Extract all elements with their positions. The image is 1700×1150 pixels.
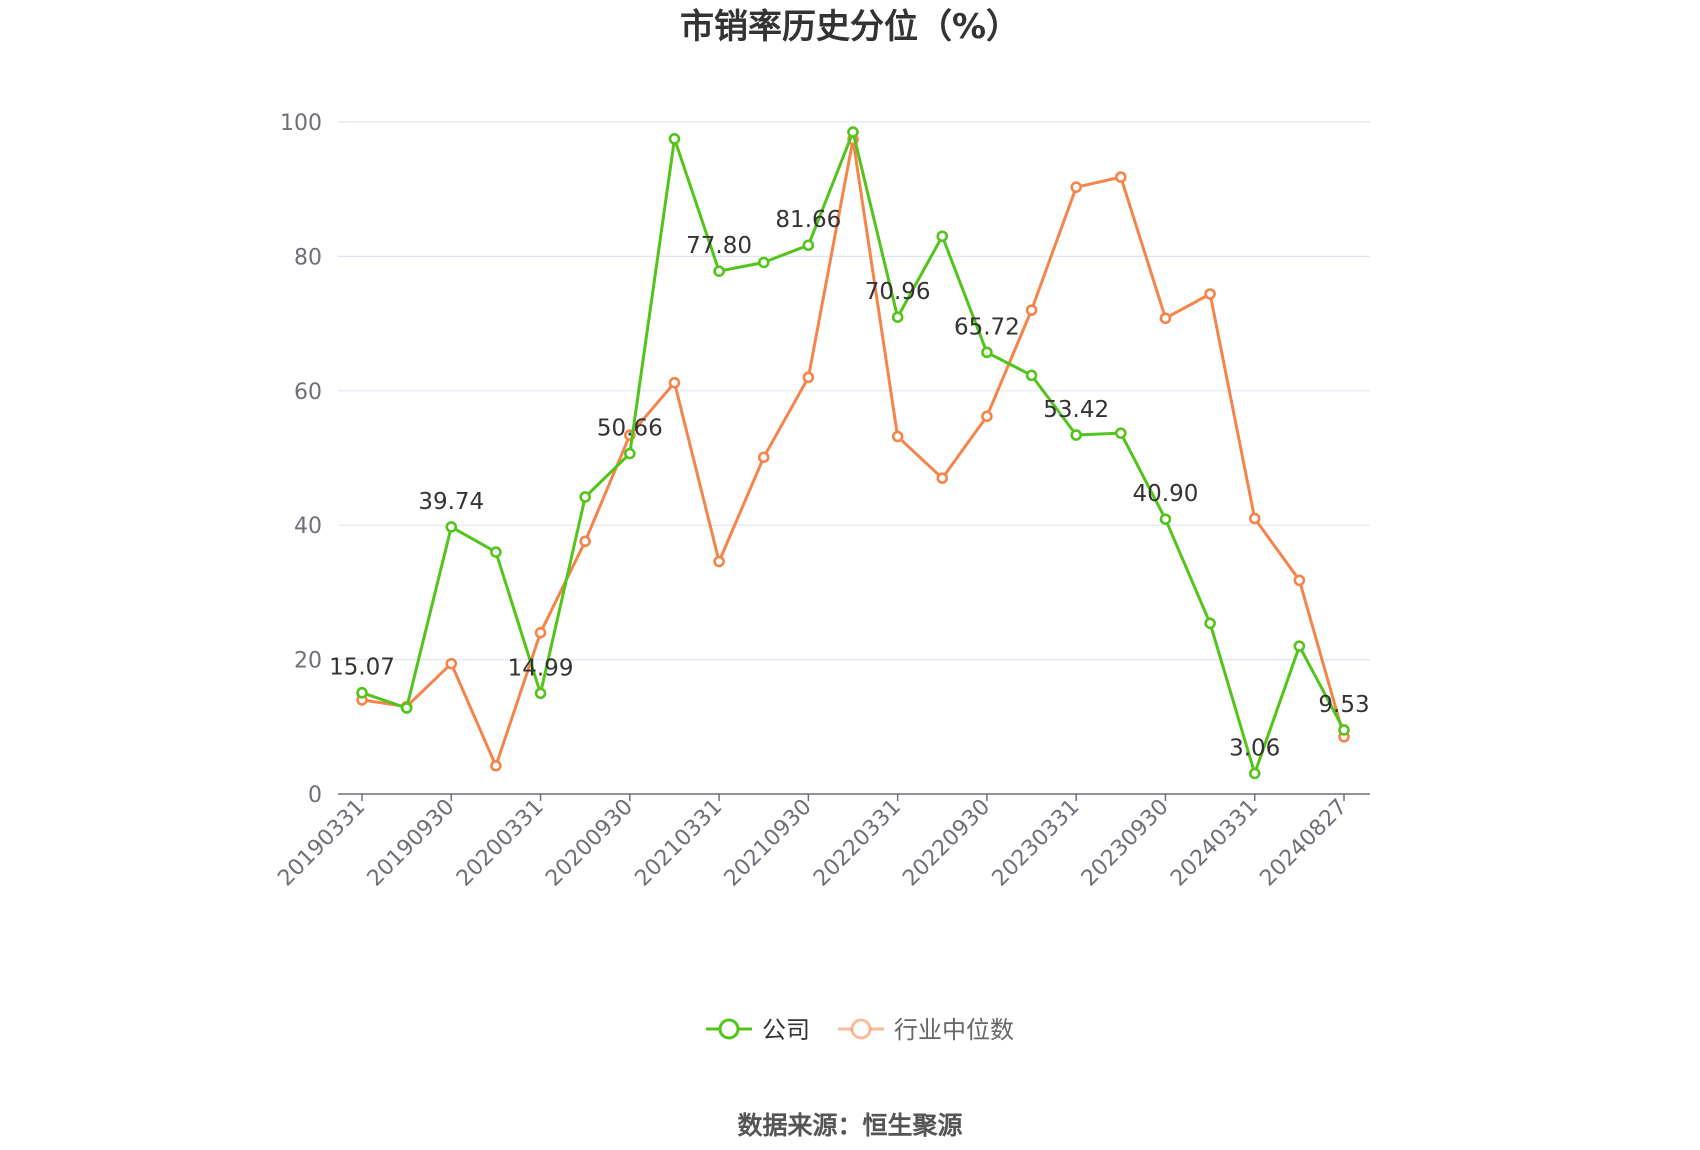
data-point[interactable]	[668, 133, 681, 145]
series-0	[356, 126, 1350, 780]
data-point[interactable]	[1338, 724, 1350, 736]
legend-label: 行业中位数	[894, 1016, 1014, 1044]
legend[interactable]: 公司 行业中位数	[706, 1016, 1014, 1044]
x-tick-label: 20220930	[898, 795, 995, 892]
data-point[interactable]	[1025, 304, 1038, 316]
data-label: 3.06	[1229, 735, 1280, 761]
data-point[interactable]	[936, 472, 949, 484]
legend-marker	[718, 1018, 740, 1040]
x-tick-label: 20190930	[363, 795, 460, 892]
data-point[interactable]	[981, 410, 993, 423]
data-point[interactable]	[445, 521, 458, 533]
data-point[interactable]	[579, 535, 591, 548]
data-point[interactable]	[668, 376, 681, 389]
data-point[interactable]	[1070, 429, 1082, 441]
data-label: 53.42	[1043, 397, 1109, 423]
data-label: 65.72	[954, 314, 1020, 340]
x-tick-label: 20210331	[630, 795, 727, 892]
data-point[interactable]	[490, 546, 502, 558]
data-point[interactable]	[713, 265, 725, 277]
data-point[interactable]	[1115, 171, 1127, 183]
data-label: 81.66	[775, 207, 841, 233]
series-1	[356, 133, 1350, 772]
x-tick-label: 20240827	[1255, 795, 1352, 892]
data-point[interactable]	[624, 447, 636, 460]
y-tick-label: 20	[294, 649, 322, 674]
chart-title: 市销率历史分位（%）	[680, 7, 1020, 47]
data-point[interactable]	[356, 686, 368, 699]
data-point[interactable]	[1293, 640, 1306, 652]
data-point[interactable]	[1204, 617, 1216, 630]
data-point[interactable]	[579, 491, 591, 503]
data-point[interactable]	[1248, 512, 1261, 525]
data-point[interactable]	[802, 371, 815, 384]
y-axis: 0 20 40 60 80 100	[280, 111, 322, 808]
data-point[interactable]	[1070, 181, 1082, 193]
data-point[interactable]	[400, 702, 413, 714]
data-point[interactable]	[891, 311, 904, 323]
data-point[interactable]	[936, 230, 949, 243]
x-tick-label: 20240331	[1166, 795, 1263, 892]
legend-item-0[interactable]: 公司	[706, 1016, 810, 1044]
source-caption: 数据来源：恒生聚源	[737, 1111, 962, 1140]
x-tick-label: 20200930	[541, 795, 638, 892]
data-label: 77.80	[686, 233, 752, 259]
data-point[interactable]	[981, 346, 993, 359]
data-labels: 15.07 39.74 14.99 50.66 77.80 81.66 70.96 65.72…	[329, 207, 1370, 761]
series-group	[356, 126, 1350, 780]
data-point[interactable]	[802, 239, 815, 252]
data-point[interactable]	[534, 626, 547, 639]
x-tick-label: 20190331	[273, 795, 370, 892]
legend-item-1[interactable]: 行业中位数	[838, 1016, 1014, 1044]
y-tick-label: 0	[308, 783, 322, 808]
data-point[interactable]	[1159, 513, 1172, 525]
y-tick-label: 100	[280, 111, 322, 136]
data-label: 70.96	[865, 279, 931, 305]
y-tick-label: 60	[294, 380, 322, 405]
data-point[interactable]	[891, 430, 904, 443]
data-point[interactable]	[1159, 312, 1172, 325]
x-tick-label: 20230930	[1077, 795, 1174, 892]
data-point[interactable]	[1025, 369, 1038, 382]
data-point[interactable]	[1204, 288, 1216, 300]
x-tick-label: 20200331	[452, 795, 549, 892]
data-point[interactable]	[713, 555, 725, 568]
y-tick-label: 80	[294, 245, 322, 270]
x-tick-label: 20210930	[720, 795, 817, 892]
data-point[interactable]	[757, 451, 770, 464]
x-tick-label: 20230331	[988, 795, 1085, 892]
legend-label: 公司	[762, 1016, 810, 1044]
grid-lines	[338, 121, 1370, 661]
data-label: 40.90	[1133, 481, 1199, 507]
data-point[interactable]	[1248, 767, 1261, 780]
data-label: 9.53	[1318, 692, 1369, 718]
x-axis: 2019033120190930202003312020093020210331…	[273, 793, 1370, 892]
x-tick-label: 20220331	[809, 795, 906, 892]
data-point[interactable]	[445, 657, 458, 670]
data-point[interactable]	[1293, 574, 1306, 587]
data-point[interactable]	[757, 256, 770, 269]
data-label: 14.99	[508, 655, 574, 681]
data-point[interactable]	[534, 687, 547, 700]
data-point[interactable]	[847, 126, 859, 138]
data-point[interactable]	[1115, 427, 1127, 439]
legend-marker	[850, 1018, 872, 1040]
data-label: 50.66	[597, 416, 663, 442]
data-point[interactable]	[490, 759, 502, 772]
y-tick-label: 40	[294, 514, 322, 539]
data-label: 15.07	[329, 655, 395, 681]
data-label: 39.74	[418, 489, 484, 515]
